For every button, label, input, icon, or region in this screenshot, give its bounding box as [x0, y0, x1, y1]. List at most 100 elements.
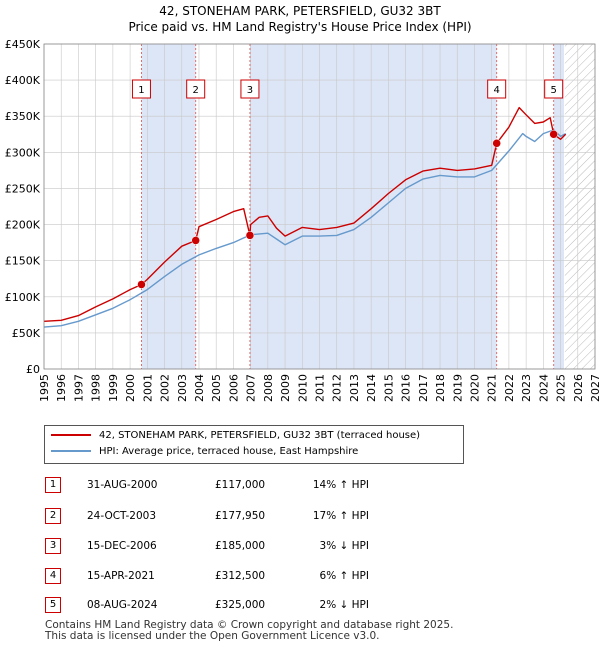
y-tick-label: £400K [5, 74, 41, 87]
sale-point [492, 139, 501, 148]
transaction-hpi: 17% ↑ HPI [312, 510, 369, 522]
legend-label-hpi: HPI: Average price, terraced house, East… [99, 446, 359, 457]
x-tick-label: 2009 [279, 374, 292, 402]
legend-swatch-blue [51, 450, 91, 452]
y-tick-label: £450K [5, 38, 41, 51]
x-tick-label: 2006 [227, 374, 240, 402]
x-tick-label: 2016 [400, 374, 413, 402]
x-tick-label: 2004 [193, 374, 206, 402]
legend-label-property: 42, STONEHAM PARK, PETERSFIELD, GU32 3BT… [99, 430, 421, 441]
x-tick-label: 2017 [417, 374, 430, 402]
sale-label: 3 [247, 85, 253, 96]
transaction-hpi: 3% ↓ HPI [319, 540, 369, 552]
transaction-row: 1 31-AUG-2000 £117,000 14% ↑ HPI [45, 477, 445, 493]
transaction-row: 3 15-DEC-2006 £185,000 3% ↓ HPI [45, 538, 445, 554]
x-tick-label: 1995 [38, 374, 51, 402]
x-tick-label: 2005 [210, 374, 223, 402]
sale-label-box [131, 79, 151, 99]
sale-label-box [544, 79, 564, 99]
transaction-marker: 4 [45, 568, 61, 584]
y-tick-label: £150K [5, 255, 41, 268]
chart-title: 42, STONEHAM PARK, PETERSFIELD, GU32 3BT [159, 4, 441, 18]
x-tick-label: 1996 [55, 374, 68, 402]
x-tick-label: 2023 [520, 374, 533, 402]
x-tick-label: 2025 [555, 374, 568, 402]
legend-swatch-red [51, 434, 91, 436]
hpi-series-line [44, 129, 567, 328]
x-tick-label: 2026 [572, 374, 585, 402]
transaction-price: £117,000 [215, 479, 266, 491]
sale-point [245, 231, 255, 240]
x-tick-label: 2001 [141, 374, 154, 402]
sale-point [137, 280, 146, 289]
transaction-price: £185,000 [215, 540, 266, 552]
y-tick-label: £50K [12, 327, 41, 340]
y-tick-label: £0 [26, 363, 40, 376]
shaded-period [553, 44, 565, 369]
x-tick-label: 2008 [262, 374, 275, 402]
x-tick-label: 2007 [245, 374, 258, 402]
transaction-marker: 5 [45, 597, 61, 613]
transaction-hpi: 2% ↓ HPI [319, 599, 369, 611]
x-tick-label: 2015 [382, 374, 395, 402]
x-tick-label: 2010 [296, 374, 309, 402]
sale-label-box [240, 79, 260, 99]
legend-item-property: 42, STONEHAM PARK, PETERSFIELD, GU32 3BT… [51, 429, 420, 443]
transaction-marker: 3 [45, 538, 61, 554]
x-tick-label: 2018 [434, 374, 447, 402]
y-tick-label: £200K [5, 219, 41, 232]
y-tick-label: £300K [5, 146, 41, 159]
x-tick-label: 2011 [314, 374, 327, 402]
transaction-hpi: 14% ↑ HPI [312, 479, 369, 491]
footer-copyright: Contains HM Land Registry data © Crown c… [45, 619, 454, 631]
x-tick-label: 2024 [537, 374, 550, 402]
forecast-hatch [564, 44, 595, 369]
x-tick-label: 2019 [451, 374, 464, 402]
transaction-date: 15-DEC-2006 [87, 540, 157, 552]
x-tick-label: 2027 [589, 374, 600, 402]
transaction-row: 2 24-OCT-2003 £177,950 17% ↑ HPI [45, 508, 445, 524]
transaction-hpi: 6% ↑ HPI [319, 570, 369, 582]
legend-item-hpi: HPI: Average price, terraced house, East… [51, 445, 358, 459]
sale-label: 4 [493, 85, 499, 96]
sale-label: 5 [550, 85, 556, 96]
transaction-marker: 1 [45, 477, 61, 493]
transaction-date: 08-AUG-2024 [87, 599, 158, 611]
y-tick-label: £350K [5, 110, 41, 123]
transaction-price: £312,500 [215, 570, 266, 582]
footer-licence: This data is licensed under the Open Gov… [45, 630, 380, 642]
x-tick-label: 2003 [176, 374, 189, 402]
transaction-marker: 2 [45, 508, 61, 524]
chart-subtitle: Price paid vs. HM Land Registry's House … [128, 20, 472, 34]
x-tick-label: 1997 [72, 374, 85, 402]
x-tick-label: 2020 [468, 374, 481, 402]
x-tick-label: 2013 [348, 374, 361, 402]
x-tick-label: 2021 [486, 374, 499, 402]
sale-label: 2 [193, 85, 199, 96]
x-tick-label: 2002 [159, 374, 172, 402]
transaction-date: 15-APR-2021 [87, 570, 155, 582]
sale-label: 1 [138, 85, 144, 96]
y-tick-label: £100K [5, 291, 41, 304]
footer: Contains HM Land Registry data © Crown c… [45, 620, 453, 642]
transaction-date: 31-AUG-2000 [87, 479, 158, 491]
x-tick-label: 1999 [107, 374, 120, 402]
plot-frame [43, 43, 596, 370]
x-tick-label: 1998 [90, 374, 103, 402]
y-tick-label: £250K [5, 182, 41, 195]
transaction-price: £325,000 [215, 599, 266, 611]
sale-point [191, 236, 200, 245]
sale-label-box [186, 79, 206, 99]
transaction-row: 4 15-APR-2021 £312,500 6% ↑ HPI [45, 568, 445, 584]
transaction-row: 5 08-AUG-2024 £325,000 2% ↓ HPI [45, 597, 445, 613]
price-chart: 1 2 3 4 5 £0 £50K £100K £150K £200K £250K £300K £35… [5, 38, 600, 402]
x-tick-label: 2014 [365, 374, 378, 402]
property-series-line [44, 106, 567, 322]
x-tick-label: 2012 [331, 374, 344, 402]
legend: 42, STONEHAM PARK, PETERSFIELD, GU32 3BT… [44, 425, 464, 464]
sale-point [549, 130, 558, 139]
transaction-date: 24-OCT-2003 [87, 510, 156, 522]
x-tick-label: 2022 [503, 374, 516, 402]
transaction-price: £177,950 [215, 510, 266, 522]
x-tick-label: 2000 [124, 374, 137, 402]
